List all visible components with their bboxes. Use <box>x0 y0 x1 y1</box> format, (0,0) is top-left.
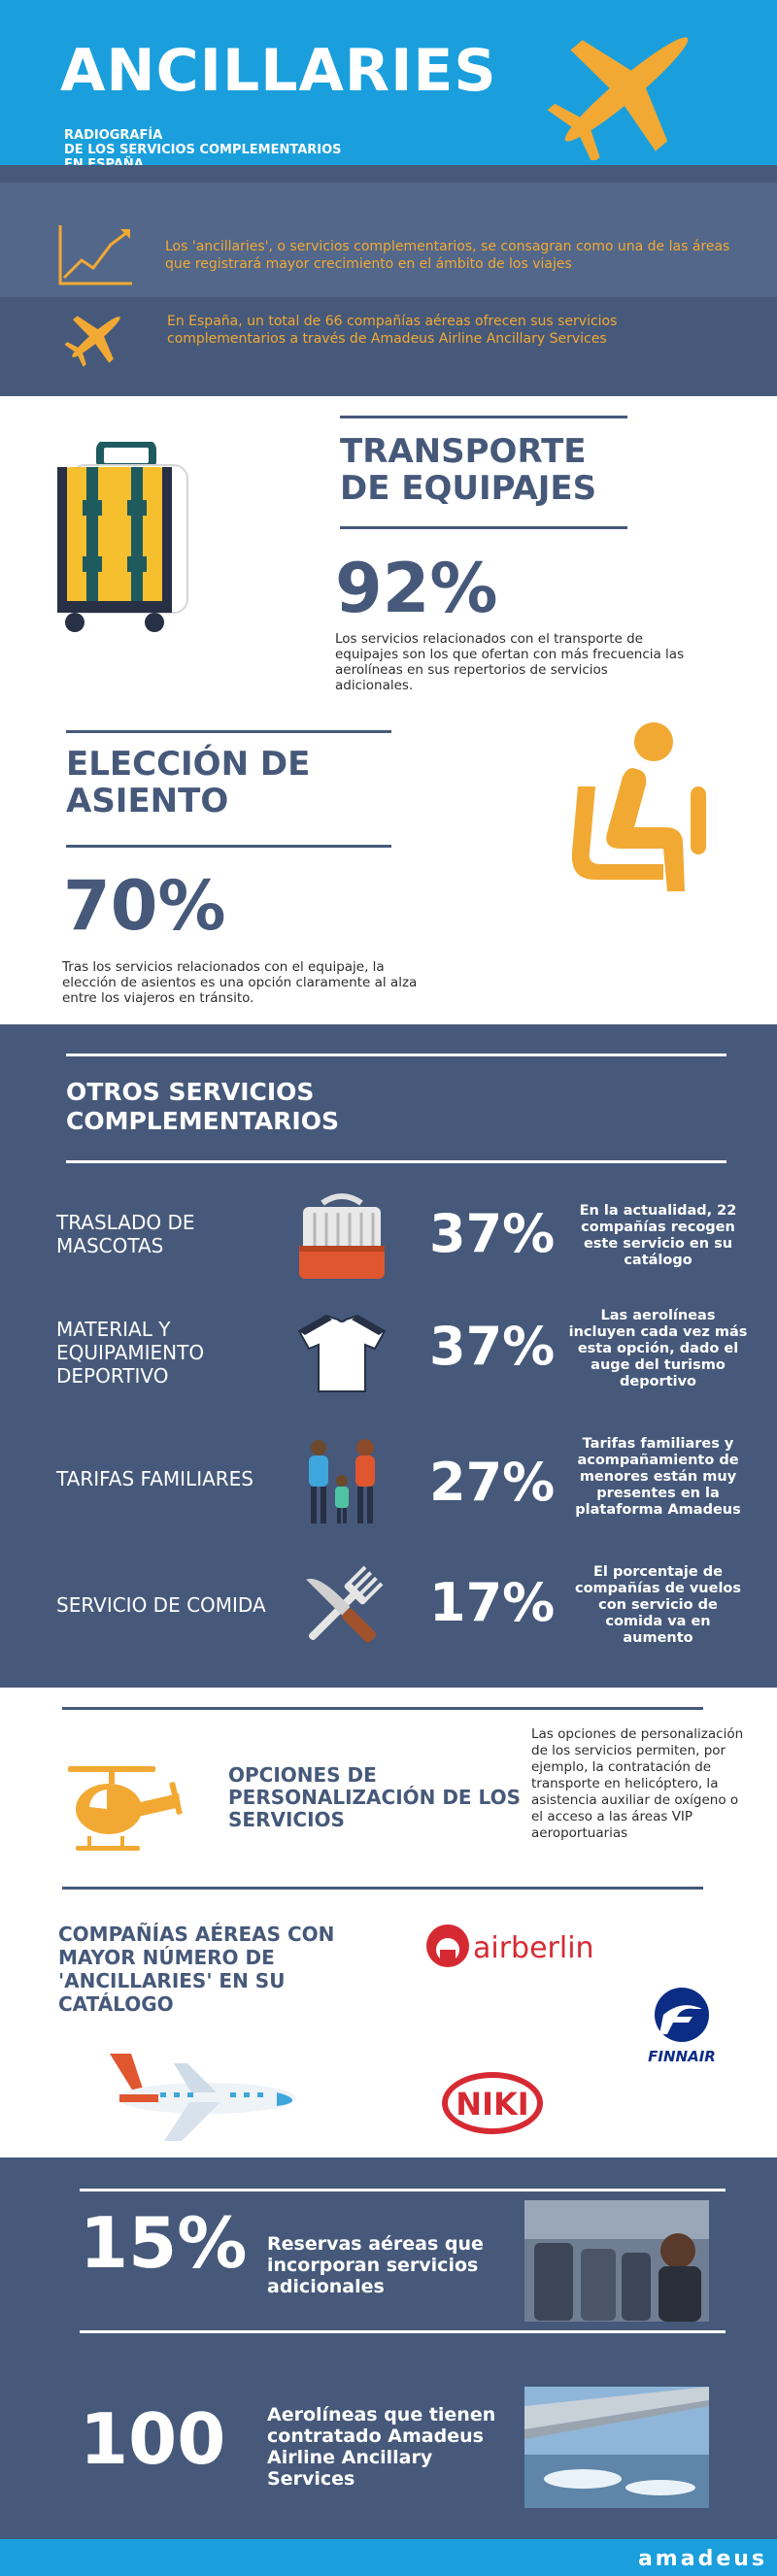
seat-title: ELECCIÓN DE ASIENTO <box>66 745 311 820</box>
service-percent: 17% <box>429 1572 556 1633</box>
divider <box>340 416 627 418</box>
service-description: El porcentaje de compañías de vuelos con… <box>574 1564 742 1646</box>
personalization-title: OPCIONES DE PERSONALIZACIÓN DE LOS SERVI… <box>228 1763 521 1831</box>
seat-percent: 70% <box>63 866 226 946</box>
airplane-cabin-photo <box>524 2200 709 2322</box>
airberlin-logo: airberlin <box>426 1924 592 1967</box>
divider <box>80 2189 726 2191</box>
svg-text:FINNAIR: FINNAIR <box>648 2048 716 2065</box>
divider <box>62 1887 703 1890</box>
service-row: TRASLADO DE MASCOTAS 37% En la actualida… <box>0 1189 777 1306</box>
other-services-section: OTROS SERVICIOS COMPLEMENTARIOS TRASLADO… <box>0 1024 777 1688</box>
divider <box>66 730 391 733</box>
airplane-illustration <box>110 2054 296 2141</box>
stats-section: 15% Reservas aéreas que incorporan servi… <box>0 2158 777 2576</box>
luggage-text: Los servicios relacionados con el transp… <box>335 631 685 693</box>
stat-number: 100 <box>80 2398 226 2480</box>
divider <box>66 1054 726 1056</box>
helicopter-icon <box>68 1766 183 1851</box>
suitcase-icon <box>57 442 188 632</box>
service-label: TARIFAS FAMILIARES <box>56 1467 253 1490</box>
finnair-logo: FINNAIR <box>648 1988 716 2065</box>
service-label: SERVICIO DE COMIDA <box>56 1593 266 1617</box>
service-description: Las aerolíneas incluyen cada vez más est… <box>568 1308 748 1389</box>
niki-logo: NIKI <box>442 2072 543 2134</box>
luggage-percent: 92% <box>335 549 498 628</box>
stat-text: Reservas aéreas que incorporan servicios… <box>267 2233 484 2297</box>
service-label: MATERIAL Y EQUIPAMIENTO DEPORTIVO <box>56 1318 205 1388</box>
intro-text-2: En España, un total de 66 compañías aére… <box>167 314 618 347</box>
airplane-wing-photo <box>524 2387 709 2508</box>
intro-text-1: Los 'ancillaries', o servicios complemen… <box>165 239 730 272</box>
seated-person-icon <box>571 722 706 891</box>
service-percent: 27% <box>429 1452 556 1513</box>
service-row: SERVICIO DE COMIDA 17% El porcentaje de … <box>0 1558 777 1675</box>
service-percent: 37% <box>429 1316 556 1377</box>
airplane-icon <box>64 316 120 367</box>
t-shirt-icon <box>297 1314 387 1392</box>
airplane-icon <box>547 37 689 160</box>
divider <box>340 526 627 529</box>
amadeus-logo: amadeus <box>637 2547 767 2571</box>
family-icon <box>309 1439 375 1523</box>
divider <box>66 845 391 848</box>
page-title: ANCILLARIES <box>60 37 497 105</box>
service-label: TRASLADO DE MASCOTAS <box>56 1211 195 1257</box>
luggage-title: TRANSPORTE DE EQUIPAJES <box>340 432 597 508</box>
service-description: En la actualidad, 22 compañías recogen e… <box>579 1203 737 1268</box>
intro-band <box>0 183 777 297</box>
service-row: TARIFAS FAMILIARES 27% Tarifas familiare… <box>0 1434 777 1551</box>
brand-strip <box>0 2539 777 2576</box>
divider <box>62 1707 703 1710</box>
airlines-title: COMPAÑÍAS AÉREAS CON MAYOR NÚMERO DE 'AN… <box>58 1923 335 2016</box>
service-row: MATERIAL Y EQUIPAMIENTO DEPORTIVO 37% La… <box>0 1306 777 1422</box>
other-services-title: OTROS SERVICIOS COMPLEMENTARIOS <box>66 1078 339 1135</box>
svg-text:airberlin: airberlin <box>473 1931 592 1965</box>
svg-text:NIKI: NIKI <box>456 2086 528 2123</box>
divider <box>80 2330 726 2333</box>
stat-number: 15% <box>80 2202 248 2284</box>
service-percent: 37% <box>429 1203 556 1264</box>
growth-chart-icon <box>58 225 132 285</box>
pet-carrier-icon <box>299 1193 385 1279</box>
divider <box>66 1160 726 1163</box>
service-description: Tarifas familiares y acompañamiento de m… <box>575 1436 741 1518</box>
stat-text: Aerolíneas que tienen contratado Amadeus… <box>267 2404 496 2490</box>
fork-knife-icon <box>306 1565 384 1643</box>
seat-text: Tras los servicios relacionados con el e… <box>62 959 418 1006</box>
personalization-text: Las opciones de personalización de los s… <box>531 1726 744 1841</box>
intro-section: Los 'ancillaries', o servicios complemen… <box>0 165 777 396</box>
header: ANCILLARIES RADIOGRAFÍA DE LOS SERVICIOS… <box>0 0 777 172</box>
